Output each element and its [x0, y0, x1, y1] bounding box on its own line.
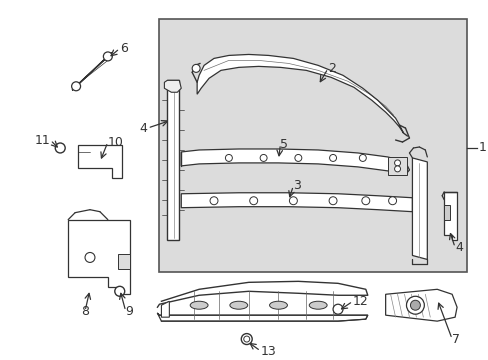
- Polygon shape: [161, 301, 169, 317]
- Text: 8: 8: [81, 305, 89, 318]
- Circle shape: [328, 197, 336, 205]
- Circle shape: [244, 336, 249, 342]
- Circle shape: [241, 334, 252, 345]
- Polygon shape: [78, 145, 122, 178]
- Circle shape: [260, 154, 266, 161]
- Circle shape: [394, 160, 400, 166]
- Ellipse shape: [229, 301, 247, 309]
- Polygon shape: [197, 54, 403, 133]
- Circle shape: [55, 143, 65, 153]
- Circle shape: [361, 197, 369, 205]
- Text: 12: 12: [352, 295, 368, 308]
- Circle shape: [249, 197, 257, 205]
- Polygon shape: [181, 149, 399, 174]
- Circle shape: [332, 304, 342, 314]
- Polygon shape: [72, 53, 112, 90]
- Circle shape: [359, 154, 366, 161]
- Polygon shape: [157, 313, 367, 321]
- Bar: [159, 19, 466, 273]
- Text: 11: 11: [35, 134, 50, 147]
- Text: 13: 13: [260, 345, 276, 357]
- Circle shape: [388, 197, 396, 205]
- Circle shape: [294, 154, 301, 161]
- Circle shape: [115, 286, 124, 296]
- Circle shape: [210, 197, 218, 205]
- Circle shape: [329, 154, 336, 161]
- Circle shape: [103, 52, 112, 61]
- Circle shape: [192, 64, 200, 72]
- Polygon shape: [167, 80, 179, 239]
- Circle shape: [406, 296, 424, 314]
- Polygon shape: [118, 255, 129, 269]
- Polygon shape: [181, 193, 411, 212]
- Ellipse shape: [269, 301, 287, 309]
- Polygon shape: [387, 157, 407, 175]
- Circle shape: [71, 82, 81, 91]
- Text: 4: 4: [454, 241, 462, 254]
- Polygon shape: [68, 220, 129, 294]
- Text: 9: 9: [125, 305, 133, 318]
- Polygon shape: [443, 192, 456, 239]
- Polygon shape: [164, 80, 181, 92]
- Polygon shape: [385, 289, 456, 321]
- Text: 2: 2: [327, 62, 335, 75]
- Text: 3: 3: [293, 179, 301, 192]
- Text: 5: 5: [280, 138, 288, 150]
- Circle shape: [85, 252, 95, 262]
- Circle shape: [289, 197, 297, 205]
- Text: 10: 10: [108, 135, 123, 149]
- Text: 6: 6: [120, 42, 127, 55]
- Text: 7: 7: [451, 333, 459, 346]
- Polygon shape: [443, 205, 449, 220]
- Circle shape: [394, 166, 400, 172]
- Ellipse shape: [190, 301, 207, 309]
- Text: 4: 4: [140, 122, 147, 135]
- Circle shape: [409, 300, 420, 310]
- Text: 1: 1: [478, 141, 486, 154]
- Ellipse shape: [308, 301, 326, 309]
- Polygon shape: [411, 158, 427, 260]
- Circle shape: [225, 154, 232, 161]
